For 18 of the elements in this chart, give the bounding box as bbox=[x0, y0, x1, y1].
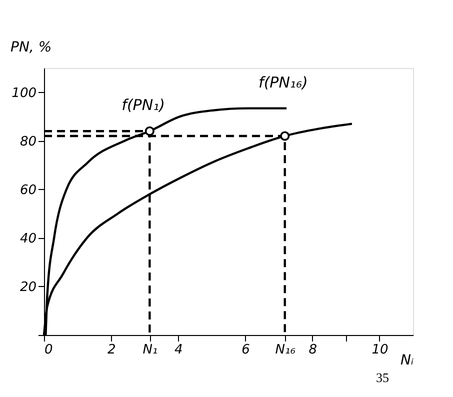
y-tick-label: 80 bbox=[20, 134, 36, 150]
y-axis-title: PN, % bbox=[10, 40, 52, 56]
annotation: f(PN₁) bbox=[122, 96, 165, 114]
x-axis-title: Nᵢ bbox=[400, 352, 414, 368]
x-tick-label: 8 bbox=[308, 342, 318, 358]
annotation: f(PN₁₆) bbox=[258, 73, 308, 92]
x-tick-label: 6 bbox=[242, 342, 250, 358]
y-tick-label: 100 bbox=[12, 86, 36, 101]
text: 35 bbox=[376, 370, 389, 385]
y-tick-label: 40 bbox=[20, 231, 36, 246]
x-tick-label: 4 bbox=[174, 342, 183, 358]
x-tick-label: N₁ bbox=[142, 342, 158, 358]
x-tick-label: N₁₆ bbox=[275, 342, 296, 358]
x-tick-label: 0 bbox=[44, 342, 53, 358]
y-tick-label: 60 bbox=[20, 182, 36, 198]
x-tick-label: 10 bbox=[372, 342, 388, 358]
y-tick-label: 20 bbox=[20, 280, 36, 295]
x-tick-label: 2 bbox=[107, 342, 116, 358]
